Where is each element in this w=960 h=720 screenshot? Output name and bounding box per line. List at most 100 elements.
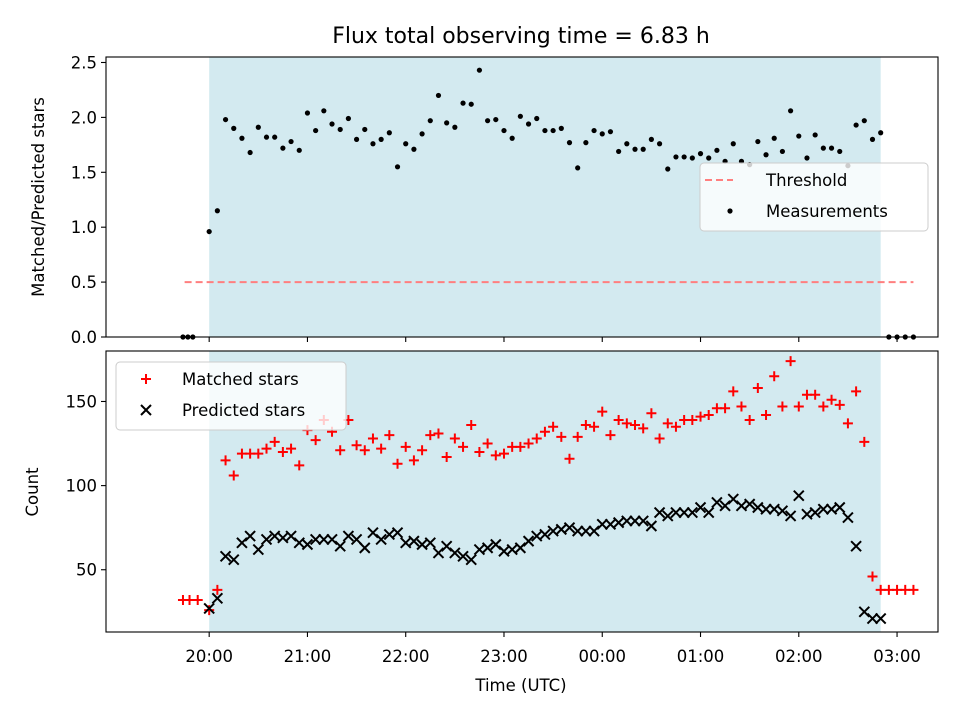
measurement-point [697, 151, 704, 157]
measurement-point [607, 129, 614, 135]
predicted-star-point [408, 535, 420, 547]
predicted-star-point [449, 547, 461, 559]
legend-label: Predicted stars [182, 401, 305, 420]
matched-star-point [580, 420, 591, 431]
measurement-point [558, 125, 564, 131]
predicted-star-point [817, 503, 830, 515]
predicted-star-point [858, 606, 871, 618]
count-panel: 50 100 150 20:00 21:00 22:00 23:00 00:00 01:00 02… [66, 350, 939, 666]
measurement-point [345, 115, 351, 122]
x-tick-label: 20:00 [185, 647, 233, 666]
predicted-star-point [580, 525, 592, 537]
legend-marker [140, 404, 152, 416]
series-matched-stars [177, 356, 919, 616]
measurement-point [616, 148, 622, 155]
predicted-star-point [367, 527, 379, 539]
matched-star-point [490, 450, 501, 461]
x-axis-label: Time (UTC) [474, 676, 566, 695]
ratio-panel: 0.0 0.5 1.0 1.5 2.0 2.5 Threshold Measurements [71, 53, 939, 347]
matched-star-point [728, 386, 739, 397]
predicted-star-point [596, 518, 608, 531]
predicted-star-point [866, 612, 879, 625]
measurement-point [730, 141, 736, 147]
measurement-point [706, 155, 712, 161]
predicted-star-point [244, 530, 256, 542]
y-tick-label: 0.0 [71, 328, 97, 347]
matched-star-point [777, 401, 788, 412]
predicted-star-point [653, 506, 666, 519]
matched-star-point [294, 460, 305, 471]
matched-star-point [449, 433, 460, 444]
matched-star-point [417, 445, 428, 456]
predicted-star-point [662, 510, 674, 522]
matched-star-point [842, 418, 853, 429]
matched-star-point [785, 356, 796, 367]
y-axis-label-count: Count [23, 467, 42, 517]
measurement-point [599, 131, 605, 137]
x-tick-label: 21:00 [284, 647, 332, 666]
measurement-point [624, 141, 630, 147]
predicted-star-point [670, 506, 682, 519]
legend-marker [141, 374, 151, 384]
legend-label: Threshold [765, 171, 847, 190]
predicted-star-point [588, 525, 600, 537]
measurement-point [763, 152, 769, 158]
matched-star-point [261, 443, 272, 454]
measurement-point [263, 134, 270, 140]
matched-star-point [564, 453, 575, 464]
matched-star-point [703, 409, 714, 420]
y-tick-label: 1.0 [71, 218, 97, 237]
matched-star-point [220, 455, 231, 466]
measurement-point [222, 116, 229, 123]
predicted-star-point [359, 542, 371, 554]
measurement-point [861, 118, 867, 124]
y-tick-label: 2.5 [71, 53, 97, 72]
measurement-point [509, 135, 515, 141]
measurement-point [231, 125, 237, 131]
matched-star-point [466, 420, 477, 431]
predicted-star-point [629, 515, 641, 527]
matched-star-point [793, 401, 804, 412]
measurement-point [820, 145, 826, 151]
predicted-star-point [874, 612, 887, 625]
predicted-star-point [522, 535, 535, 547]
matched-star-point [310, 435, 321, 446]
legend: Matched stars Predicted stars [115, 361, 347, 431]
matched-star-point [498, 448, 509, 459]
measurement-point [337, 126, 343, 133]
measurement-point [550, 127, 556, 134]
measurement-point [501, 127, 507, 134]
measurement-point [493, 116, 499, 123]
matched-star-point [474, 446, 485, 457]
predicted-star-point [719, 500, 731, 512]
predicted-star-point [440, 540, 453, 552]
measurement-point [476, 67, 483, 73]
matched-star-point [654, 433, 665, 444]
matched-star-point [818, 401, 829, 412]
predicted-star-point [621, 515, 633, 527]
x-tick-label: 00:00 [578, 647, 626, 666]
matched-star-point [859, 436, 870, 447]
matched-star-point [744, 414, 755, 425]
measurement-point [419, 131, 425, 137]
measurement-point [239, 135, 245, 141]
predicted-star-point [850, 540, 862, 552]
predicted-star-point [563, 521, 576, 534]
matched-star-point [752, 383, 763, 394]
measurement-point [517, 113, 523, 119]
y-tick-label: 1.5 [71, 163, 97, 182]
matched-star-point [736, 401, 747, 412]
matched-star-point [851, 386, 862, 397]
measurement-point [575, 165, 581, 171]
matched-star-point [720, 403, 731, 414]
measurement-point [583, 140, 589, 146]
predicted-star-point [318, 533, 330, 546]
predicted-star-point [285, 530, 297, 542]
x-tick-label: 02:00 [775, 647, 823, 666]
measurement-point [632, 146, 638, 152]
matched-star-point [630, 420, 641, 431]
matched-star-point [621, 418, 632, 429]
legend-marker [727, 208, 733, 214]
matched-star-point [458, 441, 469, 452]
matched-star-point [638, 423, 649, 434]
